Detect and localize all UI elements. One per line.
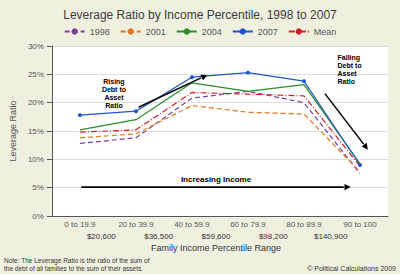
svg-text:40 to 59.9: 40 to 59.9	[174, 220, 210, 229]
svg-text:Ratio: Ratio	[105, 102, 123, 109]
svg-text:© Political Calculations 2009: © Political Calculations 2009	[307, 265, 396, 272]
svg-text:2004: 2004	[202, 27, 222, 37]
svg-text:2001: 2001	[146, 27, 166, 37]
svg-text:1998: 1998	[90, 27, 110, 37]
svg-text:$59,600: $59,600	[202, 232, 231, 241]
svg-text:Debt to: Debt to	[338, 62, 362, 69]
svg-text:the debt of all families to th: the debt of all families to the sum of t…	[4, 265, 143, 272]
svg-text:80 to 89.9: 80 to 89.9	[286, 220, 322, 229]
svg-text:Falling: Falling	[338, 54, 361, 62]
svg-text:Asset: Asset	[338, 70, 358, 77]
svg-text:0 to 19.9: 0 to 19.9	[64, 220, 96, 229]
svg-text:$98,200: $98,200	[259, 232, 288, 241]
svg-text:2007: 2007	[258, 27, 278, 37]
svg-text:25%: 25%	[28, 70, 44, 79]
svg-text:$20,600: $20,600	[87, 232, 116, 241]
svg-text:Rising: Rising	[103, 78, 124, 86]
svg-text:$36,500: $36,500	[144, 232, 173, 241]
svg-text:Note: The Leverage Ratio is th: Note: The Leverage Ratio is the ratio of…	[4, 257, 150, 265]
svg-text:Leverage Ratio: Leverage Ratio	[8, 100, 18, 161]
svg-text:20 to 39.9: 20 to 39.9	[118, 220, 154, 229]
svg-text:15%: 15%	[28, 127, 44, 136]
svg-text:Debt to: Debt to	[102, 86, 126, 93]
svg-text:10%: 10%	[28, 155, 44, 164]
svg-text:5%: 5%	[32, 183, 44, 192]
svg-text:0%: 0%	[32, 212, 44, 221]
svg-text:Leverage Ratio by Income Perce: Leverage Ratio by Income Percentile, 199…	[63, 8, 337, 22]
svg-text:30%: 30%	[28, 42, 44, 51]
svg-text:90 to 100: 90 to 100	[343, 220, 377, 229]
svg-text:$140,900: $140,900	[314, 232, 348, 241]
svg-text:Family Income Percentile Range: Family Income Percentile Range	[151, 243, 281, 253]
svg-text:60 to 79.9: 60 to 79.9	[230, 220, 266, 229]
svg-text:Mean: Mean	[314, 27, 337, 37]
svg-text:Ratio: Ratio	[338, 78, 356, 85]
svg-text:20%: 20%	[28, 98, 44, 107]
svg-text:Asset: Asset	[104, 94, 124, 101]
svg-text:Increasing Income: Increasing Income	[181, 175, 252, 184]
